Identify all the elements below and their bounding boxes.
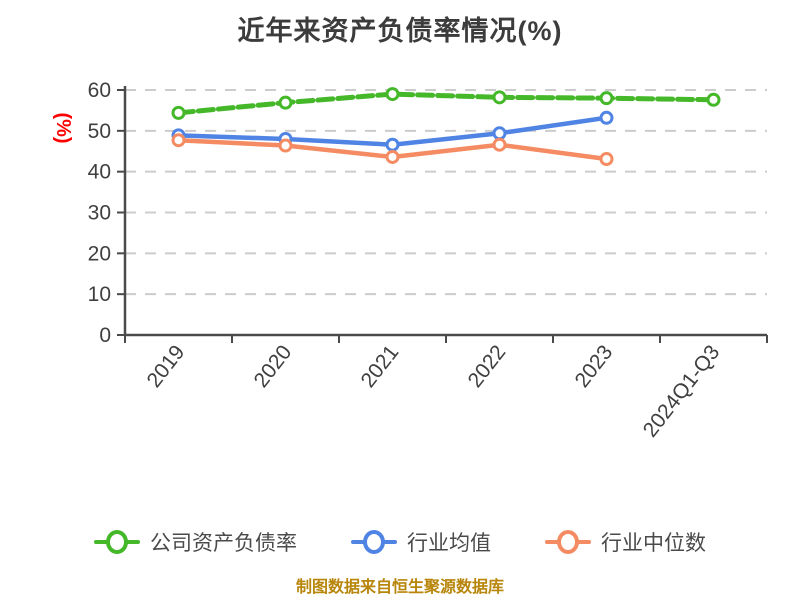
data-point	[706, 92, 721, 107]
y-tick-label: 40	[88, 161, 111, 184]
data-source-note: 制图数据来自恒生聚源数据库	[295, 579, 504, 596]
data-point	[385, 87, 400, 102]
legend-circle-icon	[363, 530, 385, 554]
y-tick-label: 0	[99, 324, 111, 347]
data-point	[599, 152, 614, 167]
y-tick-label: 20	[88, 242, 111, 265]
chart-legend: 公司资产负债率 行业均值 行业中位数	[0, 527, 800, 557]
legend-label: 行业均值	[407, 532, 491, 555]
legend-label: 公司资产负债率	[150, 532, 297, 555]
data-point	[171, 133, 186, 148]
legend-circle-icon	[557, 530, 579, 554]
x-tick-label: 2019	[143, 341, 190, 392]
legend-item-company: 公司资产负债率	[94, 527, 297, 557]
x-tick-label: 2024Q1-Q3	[639, 341, 725, 442]
legend-item-industry-median: 行业中位数	[545, 527, 706, 557]
chart-title: 近年来资产负债率情况(%)	[237, 16, 563, 46]
series-line	[176, 91, 716, 116]
x-tick-label: 2020	[250, 341, 297, 392]
data-point	[599, 91, 614, 106]
y-axis-unit-label: (%)	[52, 112, 74, 143]
data-point	[278, 138, 293, 153]
data-point	[599, 110, 614, 125]
data-point	[278, 95, 293, 110]
legend-item-industry-avg: 行业均值	[351, 527, 491, 557]
y-tick-label: 60	[88, 79, 111, 102]
y-tick-label: 10	[88, 283, 111, 306]
data-point	[492, 137, 507, 152]
legend-line-circle-icon	[351, 530, 397, 554]
y-tick-label: 30	[88, 202, 111, 225]
data-point	[492, 126, 507, 141]
legend-label: 行业中位数	[601, 532, 706, 555]
legend-line-circle-icon	[545, 530, 591, 554]
y-tick-label: 50	[88, 120, 111, 143]
legend-line-circle-icon	[94, 530, 140, 554]
line-chart: 0 10 20 30 40 50 60 2019 2020 2021 2022 2023 2024Q1-…	[52, 79, 768, 442]
x-tick-label: 2023	[571, 341, 618, 392]
x-tick-label: 2022	[464, 341, 511, 392]
legend-circle-icon	[106, 530, 128, 554]
x-tick-label: 2021	[357, 341, 404, 392]
data-point	[385, 137, 400, 152]
data-point	[492, 90, 507, 105]
data-point	[171, 105, 186, 120]
data-point	[385, 149, 400, 164]
